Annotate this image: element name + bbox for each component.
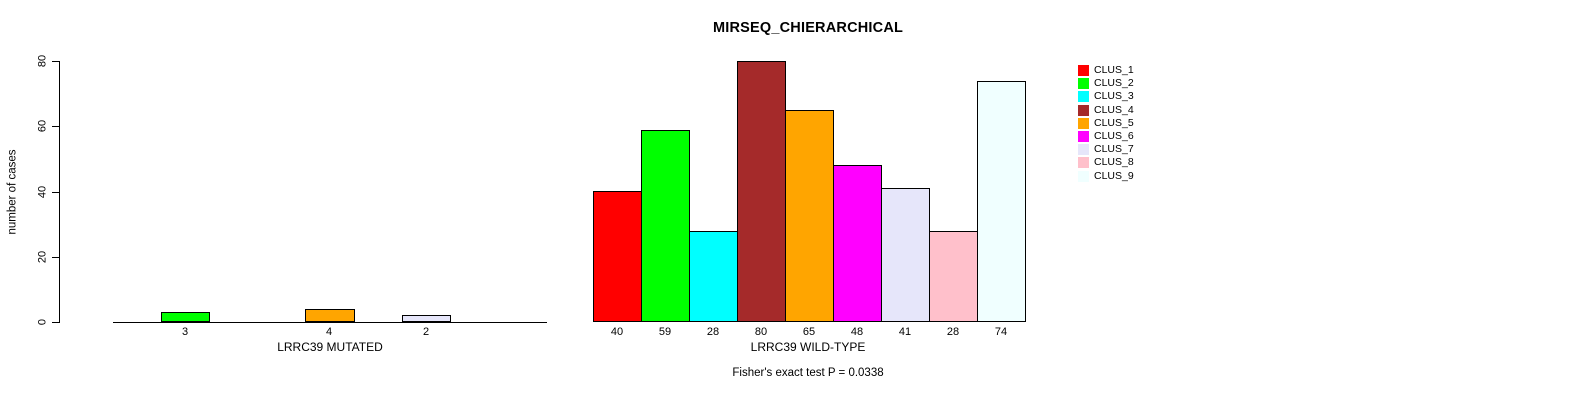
legend-item-clus_5: CLUS_5 <box>1078 117 1134 129</box>
y-tick-label: 40 <box>36 185 49 199</box>
legend-label: CLUS_4 <box>1094 103 1134 116</box>
y-tick <box>52 322 59 323</box>
legend-swatch <box>1078 64 1089 76</box>
legend-item-clus_3: CLUS_3 <box>1078 90 1134 102</box>
bar-value-label: 3 <box>181 326 189 338</box>
y-tick <box>52 257 59 258</box>
bar-clus_5 <box>785 110 834 322</box>
chart-title: MIRSEQ_CHIERARCHICAL <box>712 20 904 36</box>
bar-value-label: 28 <box>706 326 720 338</box>
legend-label: CLUS_5 <box>1094 116 1134 129</box>
x-axis-title-wild-type: LRRC39 WILD-TYPE <box>750 340 866 354</box>
x-axis-title-mutated: LRRC39 MUTATED <box>277 340 383 354</box>
fisher-test-annotation: Fisher's exact test P = 0.0338 <box>732 367 884 379</box>
y-axis-title: number of cases <box>6 149 19 235</box>
bar-clus_1 <box>593 191 642 322</box>
bar-value-label: 2 <box>422 326 430 338</box>
bar-clus_7 <box>881 188 930 322</box>
legend-item-clus_8: CLUS_8 <box>1078 156 1134 168</box>
y-tick-label: 80 <box>36 54 49 68</box>
bar-clus_2 <box>641 130 690 322</box>
bar-clus_8 <box>929 231 978 322</box>
legend-item-clus_9: CLUS_9 <box>1078 170 1134 182</box>
legend-label: CLUS_9 <box>1094 169 1134 182</box>
y-tick <box>52 61 59 62</box>
legend-label: CLUS_6 <box>1094 129 1134 142</box>
legend-swatch <box>1078 143 1089 155</box>
legend-swatch <box>1078 77 1089 89</box>
legend-item-clus_7: CLUS_7 <box>1078 143 1134 155</box>
legend-swatch <box>1078 156 1089 168</box>
y-tick <box>52 126 59 127</box>
bar-value-label: 28 <box>946 326 960 338</box>
bar-clus_5 <box>305 309 355 322</box>
y-tick-label: 20 <box>36 250 49 264</box>
bar-clus_6 <box>833 165 882 322</box>
legend-item-clus_4: CLUS_4 <box>1078 104 1134 116</box>
legend-label: CLUS_2 <box>1094 76 1134 89</box>
legend-swatch <box>1078 130 1089 142</box>
bar-clus_7 <box>402 315 451 322</box>
bar-value-label: 41 <box>898 326 912 338</box>
legend-item-clus_6: CLUS_6 <box>1078 130 1134 142</box>
bar-value-label: 80 <box>754 326 768 338</box>
y-axis-line <box>59 61 60 323</box>
bar-clus_2 <box>161 312 210 322</box>
legend-label: CLUS_1 <box>1094 63 1134 76</box>
legend-item-clus_2: CLUS_2 <box>1078 77 1134 89</box>
legend-item-clus_1: CLUS_1 <box>1078 64 1134 76</box>
y-tick-label: 60 <box>36 119 49 133</box>
legend-label: CLUS_3 <box>1094 89 1134 102</box>
bar-value-label: 40 <box>610 326 624 338</box>
bar-value-label: 59 <box>658 326 672 338</box>
y-tick <box>52 192 59 193</box>
left-x-axis-line <box>113 322 547 323</box>
legend-label: CLUS_8 <box>1094 155 1134 168</box>
bar-value-label: 74 <box>994 326 1008 338</box>
bar-value-label: 48 <box>850 326 864 338</box>
bar-clus_9 <box>977 81 1026 322</box>
legend-swatch <box>1078 90 1089 102</box>
bar-clus_4 <box>737 61 786 322</box>
legend-label: CLUS_7 <box>1094 142 1134 155</box>
y-tick-label: 0 <box>36 318 49 326</box>
legend-swatch <box>1078 170 1089 182</box>
bar-value-label: 65 <box>802 326 816 338</box>
bar-clus_3 <box>689 231 738 322</box>
legend-swatch <box>1078 117 1089 129</box>
legend-swatch <box>1078 104 1089 116</box>
bar-value-label: 4 <box>325 326 333 338</box>
